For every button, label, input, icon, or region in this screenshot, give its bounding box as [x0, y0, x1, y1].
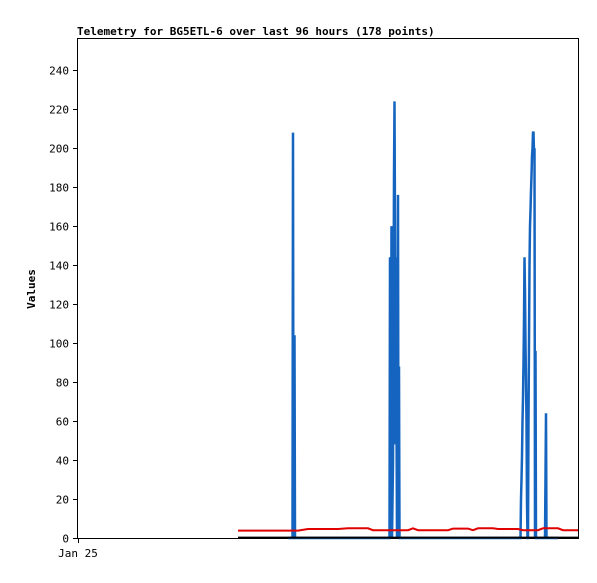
y-tick-label: 240 [49, 65, 69, 78]
y-tick-label: 200 [49, 143, 69, 156]
series-line-1 [238, 527, 578, 532]
x-axis-ticks: Jan 25 [58, 538, 98, 560]
y-tick-label: 100 [49, 338, 69, 351]
y-axis-ticks: 0 20 40 60 80 100 120 140 160 180 200 220 240 [49, 65, 78, 546]
y-tick-label: 140 [49, 260, 69, 273]
chart-title: Telemetry for BG5ETL-6 over last 96 hour… [77, 25, 435, 38]
y-tick-label: 80 [56, 377, 69, 390]
y-tick-label: 60 [56, 416, 69, 429]
y-axis-label: Values [25, 269, 38, 309]
y-tick-label: 40 [56, 455, 69, 468]
x-tick-label: Jan 25 [58, 547, 98, 560]
y-tick-label: 160 [49, 221, 69, 234]
y-tick-label: 220 [49, 104, 69, 117]
y-tick-label: 0 [62, 533, 69, 546]
series-layer [238, 101, 578, 540]
y-tick-label: 20 [56, 494, 69, 507]
y-tick-label: 120 [49, 299, 69, 312]
y-tick-label: 180 [49, 182, 69, 195]
plot-frame [77, 38, 579, 539]
series-line-0 [288, 101, 558, 540]
